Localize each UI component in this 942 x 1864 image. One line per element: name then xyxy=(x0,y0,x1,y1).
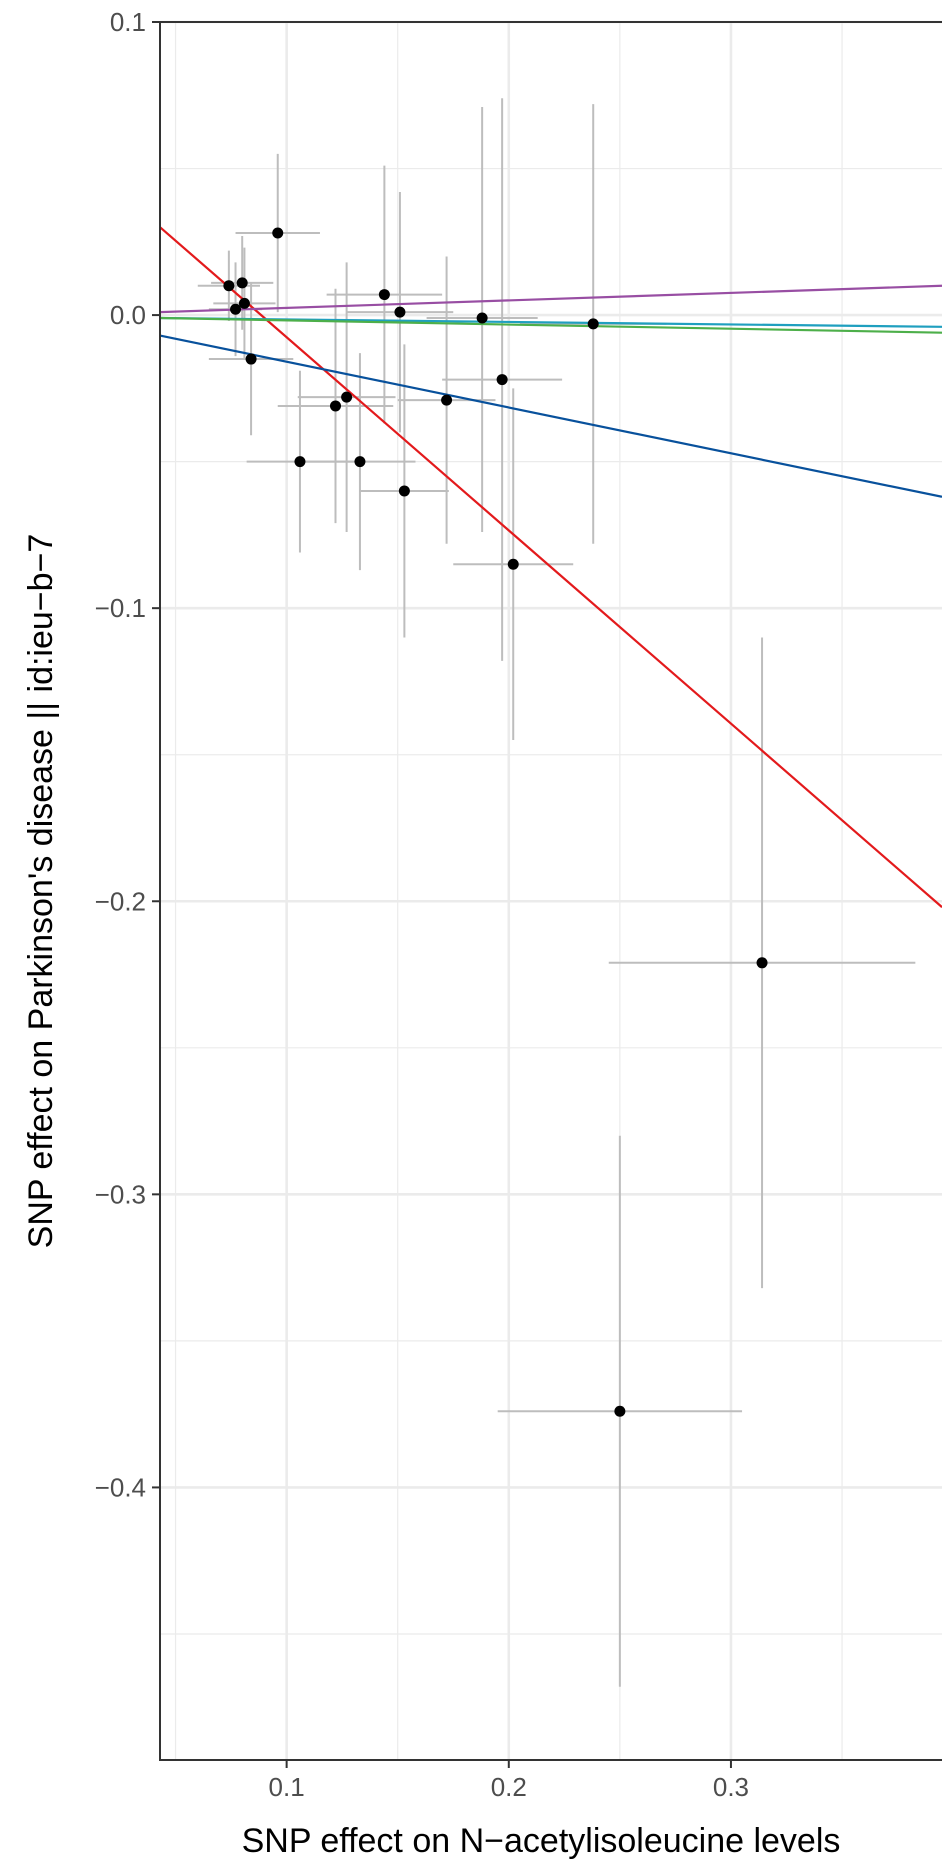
x-axis-title: SNP effect on N−acetylisoleucine levels xyxy=(242,1822,841,1860)
x-tick-label: 0.3 xyxy=(713,1772,749,1802)
fit-line xyxy=(159,334,942,498)
data-point xyxy=(398,485,410,497)
fit-lines xyxy=(159,226,942,908)
y-tick-label: −0.1 xyxy=(95,593,146,623)
errorbars xyxy=(197,98,916,1687)
data-point xyxy=(496,374,508,386)
data-point xyxy=(245,353,257,365)
data-point xyxy=(756,957,768,969)
data-point xyxy=(378,289,390,301)
data-point xyxy=(294,456,306,468)
y-tick-label: 0.0 xyxy=(110,300,146,330)
data-point xyxy=(223,280,235,292)
panel-border xyxy=(159,21,942,1761)
data-point xyxy=(614,1405,626,1417)
data-point xyxy=(230,303,242,315)
fit-line xyxy=(159,316,942,334)
x-tick-label: 0.2 xyxy=(491,1772,527,1802)
data-point xyxy=(394,306,406,318)
data-point xyxy=(507,558,519,570)
data-point xyxy=(236,277,248,289)
data-point xyxy=(441,394,453,406)
points xyxy=(223,227,768,1417)
data-point xyxy=(272,227,284,239)
data-point xyxy=(341,391,353,403)
y-tick-label: −0.4 xyxy=(95,1472,146,1502)
data-point xyxy=(330,400,342,412)
y-axis-title: SNP effect on Parkinson's disease || id:… xyxy=(22,534,60,1249)
fit-line xyxy=(159,226,942,908)
y-tick-label: −0.2 xyxy=(95,886,146,916)
y-axis-ticks: 0.1 0.0 −0.1 −0.2 −0.3 −0.4 xyxy=(95,7,160,1502)
x-axis-ticks: 0.1 0.2 0.3 xyxy=(269,1760,749,1802)
fit-line xyxy=(159,284,942,314)
x-tick-label: 0.1 xyxy=(269,1772,305,1802)
y-tick-label: 0.1 xyxy=(110,7,146,37)
data-point xyxy=(354,456,366,468)
data-point xyxy=(587,318,599,330)
data-point xyxy=(238,297,250,309)
y-tick-label: −0.3 xyxy=(95,1179,146,1209)
data-point xyxy=(476,312,488,324)
